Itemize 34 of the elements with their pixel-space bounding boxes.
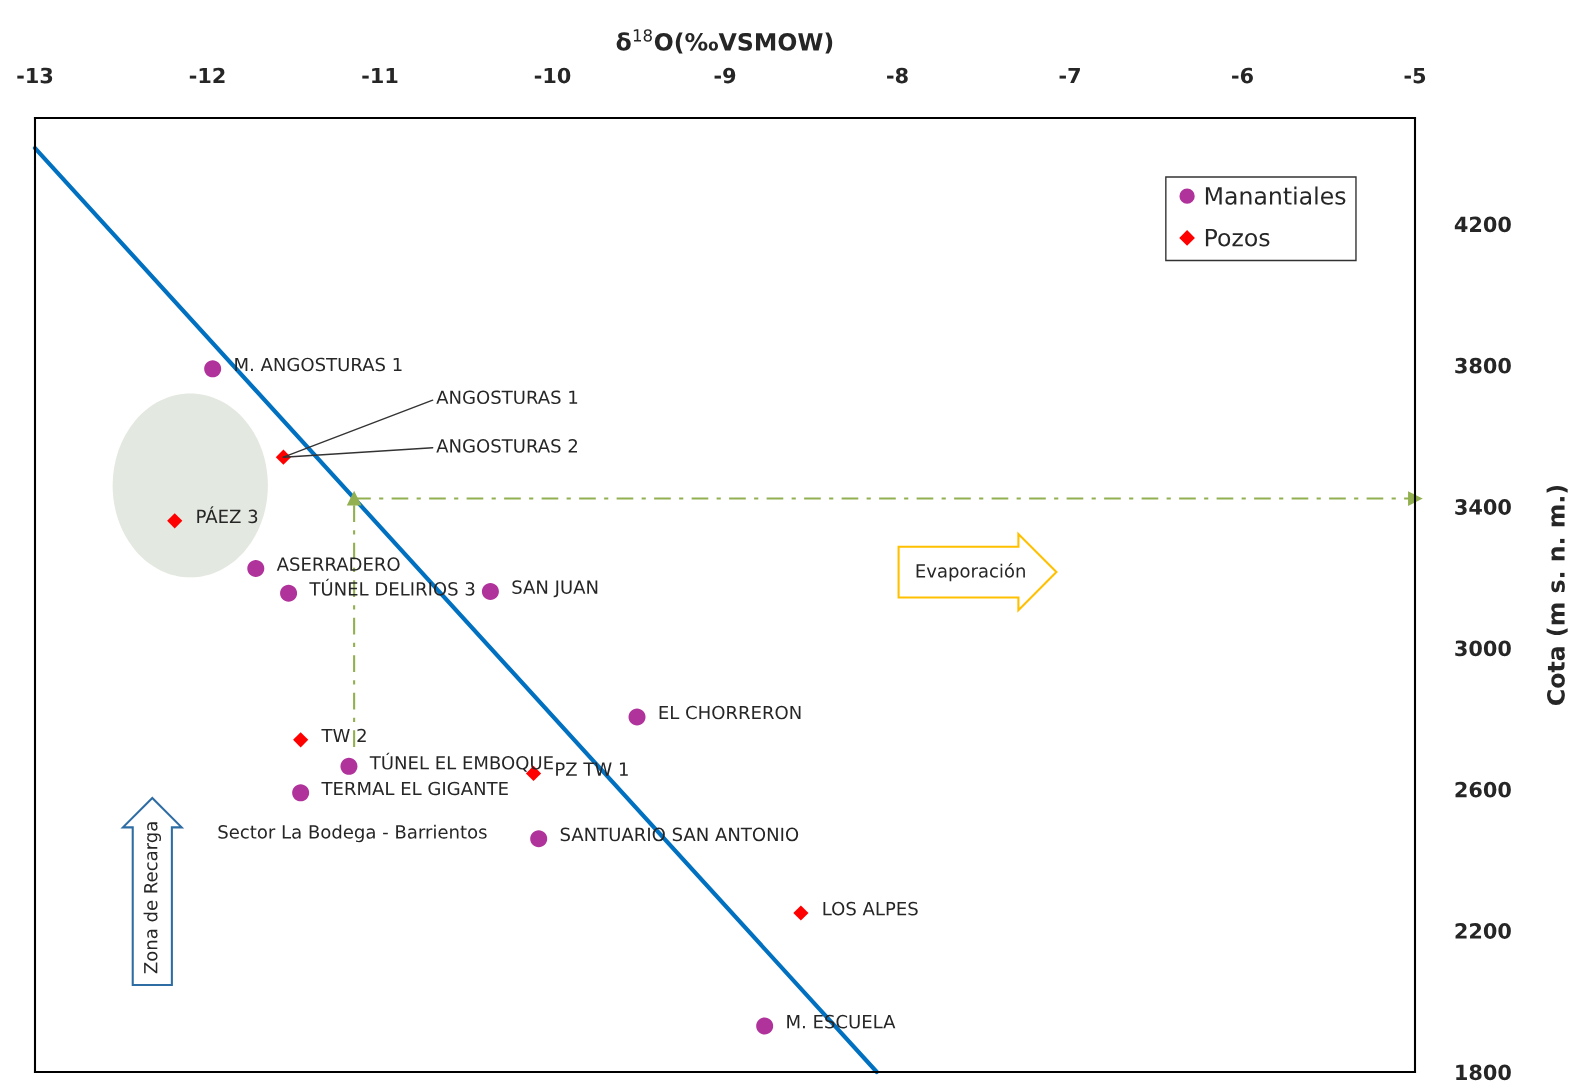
annotation: SAN JUAN (512, 580, 598, 598)
annotation: EL CHORRERON (659, 705, 801, 720)
y-tick-label: 4200 (1454, 216, 1511, 233)
y-tick-label: 3800 (1455, 357, 1511, 374)
annotation: Sector La Bodega - Barrientos (218, 824, 487, 843)
legend-label: Manantiales (1205, 186, 1346, 205)
annotation: TW 2 (321, 728, 366, 743)
x-tick-label: -13 (17, 67, 53, 84)
y-axis-title: Cota (m s. n. m.) (1546, 485, 1568, 705)
annotation: TERMAL EL GIGANTE (321, 781, 508, 796)
y-tick-label: 2600 (1455, 781, 1511, 798)
y-tick-label: 2200 (1455, 923, 1511, 939)
annotation: PÁEZ 3 (197, 506, 258, 524)
annotation: Zona de Recarga (143, 822, 162, 974)
annotation: LOS ALPES (823, 901, 918, 916)
annotation: M. ANGOSTURAS 1 (235, 357, 402, 372)
x-tick-label: -5 (1404, 67, 1426, 84)
y-tick-label: 3400 (1455, 499, 1511, 515)
annotation: TÚNEL EL EMBOQUE (369, 752, 553, 772)
annotation: ASERRADERO (276, 557, 400, 571)
annotation: Evaporación (916, 563, 1025, 582)
x-axis-title: δ$^{18}$O(‰VSMOW) (616, 29, 833, 54)
x-tick-label: -10 (534, 67, 571, 84)
legend-label: Pozos (1205, 228, 1270, 247)
x-tick-label: -12 (189, 67, 225, 84)
annotation: ANGOSTURAS 2 (436, 439, 577, 453)
y-tick-label: 1800 (1456, 1064, 1511, 1081)
x-tick-label: -11 (362, 67, 398, 84)
annotation: ANGOSTURAS 1 (436, 390, 578, 405)
y-tick-label: 3000 (1455, 640, 1511, 657)
x-tick-label: -9 (714, 67, 736, 84)
x-tick-label: -6 (1232, 67, 1253, 84)
x-tick-label: -8 (887, 67, 908, 84)
x-tick-label: -7 (1059, 67, 1080, 84)
